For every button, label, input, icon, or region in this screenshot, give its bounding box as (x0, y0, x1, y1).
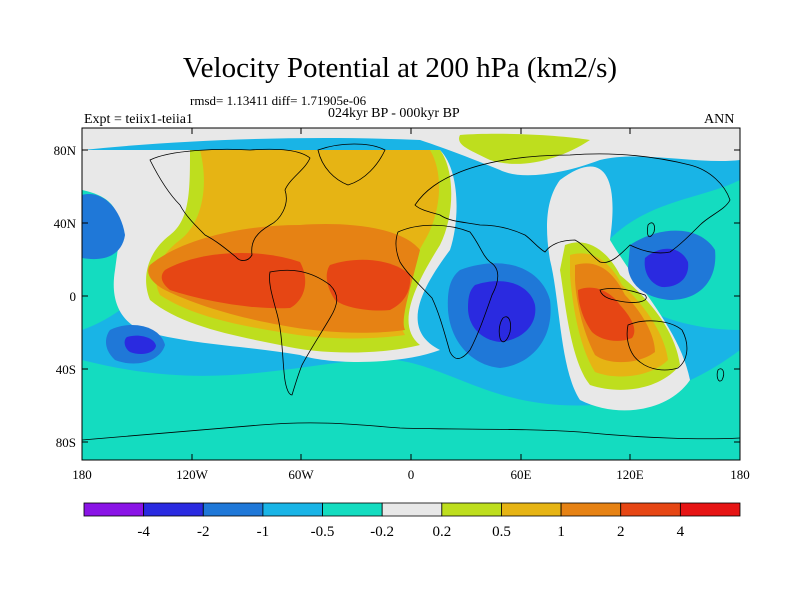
contour-core-indian (578, 287, 635, 341)
colorbar-box-6 (441, 502, 502, 517)
coast-africa (395, 224, 499, 359)
experiment-label: Expt = teiix1-teiia1 (84, 112, 193, 127)
contour-field (82, 128, 740, 460)
plot-title: Velocity Potential at 200 hPa (km2/s) (182, 52, 618, 84)
colorbar-label-6: 0.5 (492, 524, 511, 540)
lon-label-120w: 120W (176, 467, 209, 482)
colorbar-label-7: 1 (557, 524, 565, 540)
lon-label-60e: 60E (511, 467, 532, 482)
colorbar-box-1 (143, 502, 204, 517)
lon-label-0: 0 (408, 467, 415, 482)
colorbar-box-2 (202, 502, 264, 517)
colorbar-label-2: -1 (257, 524, 270, 540)
lat-label-80s: 80S (56, 435, 76, 450)
colorbar-box-8 (560, 502, 622, 517)
coast-madagascar (498, 316, 511, 343)
contour-deepblue-africa (468, 281, 536, 342)
axis-ticks (81, 128, 741, 460)
coast-indonesia (599, 287, 647, 303)
coastlines (82, 143, 740, 441)
contour-teal-south (82, 350, 740, 460)
contour-core-pacific (161, 252, 306, 309)
contour-blue-npac (82, 194, 125, 260)
coast-north-america (149, 148, 311, 261)
coast-eurasia (414, 153, 731, 263)
lat-label-40n: 40N (54, 216, 77, 231)
lon-label-180w: 180 (72, 467, 92, 482)
season-label: ANN (704, 112, 735, 127)
contour-core-atlantic (326, 259, 411, 311)
lat-label-40s: 40S (56, 362, 76, 377)
lat-label-80n: 80N (54, 143, 77, 158)
colorbar-box-9 (620, 502, 681, 517)
coast-australia (626, 320, 688, 371)
coast-nz (716, 368, 725, 382)
contour-lime-arctic (459, 133, 590, 164)
colorbar-label-1: -2 (197, 524, 210, 540)
coast-japan (647, 222, 655, 238)
colorbar-labels: -4 -2 -1 -0.5 -0.2 0.2 0.5 1 2 4 (137, 524, 684, 540)
colorbar-box-4 (322, 502, 383, 517)
lon-label-60w: 60W (288, 467, 314, 482)
colorbar-box-5 (381, 502, 443, 517)
contour-deepblue-spac (124, 335, 156, 354)
colorbar-box-7 (501, 502, 562, 517)
lat-label-eq: 0 (70, 289, 77, 304)
contour-deepblue-pacific-west (644, 248, 689, 288)
subtitle-text: 024kyr BP - 000kyr BP (328, 106, 460, 121)
stats-text: rmsd= 1.13411 diff= 1.71905e-06 (190, 93, 367, 108)
lon-labels: 180 120W 60W 0 60E 120E 180 (72, 467, 750, 482)
coast-south-america (269, 269, 338, 396)
lon-label-120e: 120E (616, 467, 644, 482)
colorbar-box-10 (679, 502, 741, 517)
colorbar-label-4: -0.2 (370, 524, 394, 540)
lon-label-180e: 180 (730, 467, 750, 482)
colorbar-box-3 (262, 502, 323, 517)
colorbar-label-8: 2 (617, 524, 625, 540)
colorbar-label-5: 0.2 (432, 524, 451, 540)
colorbar-box-0 (83, 502, 145, 517)
lat-labels: 80N 40N 0 40S 80S (54, 143, 77, 450)
colorbar-label-0: -4 (137, 524, 150, 540)
coast-antarctica (82, 422, 740, 441)
coast-greenland (317, 143, 386, 186)
colorbar (83, 502, 741, 517)
colorbar-label-9: 4 (677, 524, 685, 540)
colorbar-label-3: -0.5 (311, 524, 335, 540)
